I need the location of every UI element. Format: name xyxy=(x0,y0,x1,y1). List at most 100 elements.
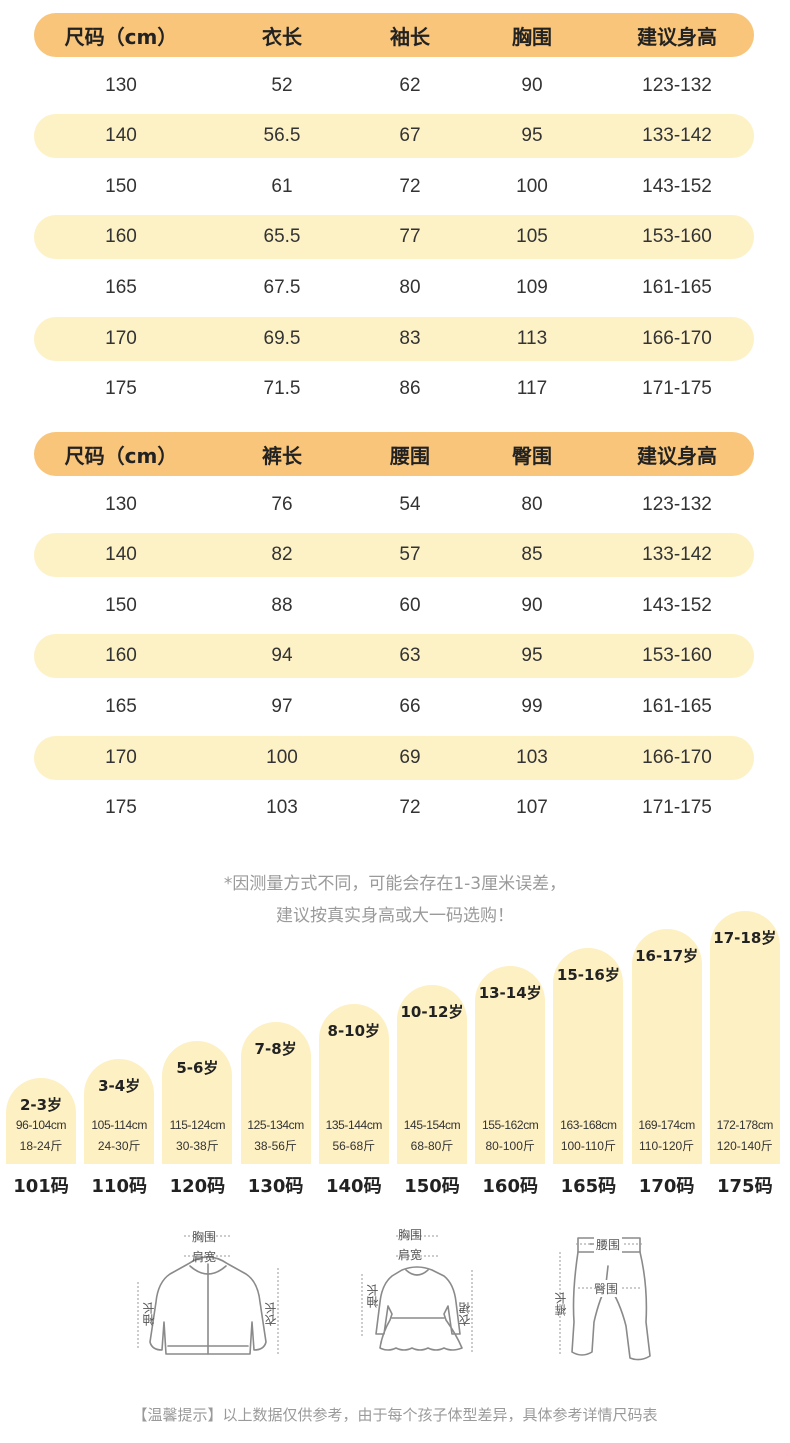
jacket-length-label: 衣长 xyxy=(264,1302,278,1326)
table-cell: 153-160 xyxy=(642,226,712,248)
jacket-icon xyxy=(137,1235,279,1355)
table-cell: 175 xyxy=(105,797,137,819)
table-cell: 153-160 xyxy=(642,645,712,667)
table-row: 175 103 72 107 171-175 xyxy=(34,786,754,830)
table-cell: 94 xyxy=(271,645,293,667)
table-cell: 95 xyxy=(521,645,543,667)
jacket-sleeve-label: 袖长 xyxy=(142,1302,156,1326)
height-range: 163-168cm xyxy=(560,1118,617,1132)
size-code: 175码 xyxy=(717,1176,773,1197)
table-row: 140 56.5 67 95 133-142 xyxy=(34,114,754,159)
age-label: 3-4岁 xyxy=(98,1077,141,1096)
note-line-2: 建议按真实身高或大一码选购！ xyxy=(276,906,514,926)
measurement-note: *因测量方式不同，可能会存在1-3厘米误差， 建议按真实身高或大一码选购！ xyxy=(0,868,790,932)
weight-range: 56-68斤 xyxy=(332,1139,376,1153)
table-cell: 99 xyxy=(521,695,543,717)
height-range: 155-162cm xyxy=(481,1118,539,1132)
table-cell: 123-132 xyxy=(642,74,712,96)
table-cell: 160 xyxy=(105,226,137,248)
weight-range: 68-80斤 xyxy=(410,1139,454,1153)
age-size-chart: 2-3岁 96-104cm 18-24斤 3-4岁 105-114cm 24-30斤 5-6… xyxy=(4,910,786,1164)
table-row: 175 71.5 86 117 171-175 xyxy=(34,367,754,411)
pants-waist-label: 腰围 xyxy=(594,1236,623,1253)
table-cell: 170 xyxy=(105,746,137,768)
age-label: 15-16岁 xyxy=(556,965,620,984)
note-line-1: *因测量方式不同，可能会存在1-3厘米误差， xyxy=(223,874,567,894)
table-cell: 165 xyxy=(105,276,137,298)
table-cell: 63 xyxy=(399,645,421,667)
size-code: 101码 xyxy=(13,1176,69,1197)
table-cell: 103 xyxy=(266,797,298,819)
table-cell: 107 xyxy=(516,797,548,819)
table-cell: 150 xyxy=(105,594,137,616)
pants-hip-label: 臀围 xyxy=(592,1280,621,1297)
dress-diagram: 胸围 肩宽 袖长 衣裙 xyxy=(352,1222,482,1372)
table-row: 140 82 57 85 133-142 xyxy=(34,533,754,578)
age-bar: 15-16岁 163-168cm 100-110斤 xyxy=(553,947,624,1164)
table-cell: 150 xyxy=(105,175,137,197)
table-cell: 123-132 xyxy=(642,493,712,515)
table-cell: 170 xyxy=(105,327,137,349)
height-range: 169-174cm xyxy=(638,1118,695,1132)
age-bar: 16-17岁 169-174cm 110-120斤 xyxy=(631,929,702,1164)
table-cell: 72 xyxy=(399,797,421,819)
table-row: 160 94 63 95 153-160 xyxy=(34,634,754,679)
table-cell: 67 xyxy=(399,125,421,147)
table-cell: 76 xyxy=(271,493,293,515)
weight-range: 110-120斤 xyxy=(639,1139,695,1153)
table-cell: 166-170 xyxy=(642,746,712,768)
header-chest: 胸围 xyxy=(512,24,552,49)
age-bar: 3-4岁 105-114cm 24-30斤 xyxy=(84,1059,155,1164)
pants-diagram: 腰围 臀围 裤长 xyxy=(544,1222,674,1372)
age-label: 13-14岁 xyxy=(478,984,542,1003)
table-row: 165 67.5 80 109 161-165 xyxy=(34,266,754,310)
table-row: 165 97 66 99 161-165 xyxy=(34,685,754,729)
header-length: 衣长 xyxy=(262,24,302,49)
age-label: 8-10岁 xyxy=(327,1021,381,1040)
weight-range: 38-56斤 xyxy=(254,1139,297,1153)
weight-range: 120-140斤 xyxy=(716,1139,773,1153)
table-cell: 90 xyxy=(521,594,543,616)
age-bar: 5-6岁 115-124cm 30-38斤 xyxy=(162,1040,233,1164)
top-size-table: 尺码（cm） 衣长 袖长 胸围 建议身高 130 52 62 90 123-132 140… xyxy=(34,13,754,411)
height-range: 145-154cm xyxy=(403,1118,461,1132)
table-cell: 88 xyxy=(271,594,293,616)
table-row: 150 61 72 100 143-152 xyxy=(34,165,754,209)
table-cell: 90 xyxy=(521,74,543,96)
header-waist: 腰围 xyxy=(390,443,430,468)
height-range: 135-144cm xyxy=(325,1118,383,1132)
table-cell: 143-152 xyxy=(642,175,712,197)
weight-range: 18-24斤 xyxy=(19,1139,63,1153)
jacket-chest-label: 胸围 xyxy=(192,1230,217,1244)
table-cell: 175 xyxy=(105,378,137,400)
table-cell: 61 xyxy=(271,175,293,197)
table-row: 150 88 60 90 143-152 xyxy=(34,584,754,628)
table-cell: 133-142 xyxy=(642,125,712,147)
footer-tip: 【温馨提示】以上数据仅供参考，由于每个孩子体型差异，具体参考详情尺码表 xyxy=(132,1406,658,1424)
table-cell: 82 xyxy=(271,544,293,566)
size-code-row: 101码 110码 120码 130码 140码 150码 160码 165码 170码 175码 xyxy=(4,1172,786,1198)
table-cell: 72 xyxy=(399,175,421,197)
table-row: 130 76 54 80 123-132 xyxy=(34,483,754,527)
table-cell: 171-175 xyxy=(642,378,712,400)
pants-length-label: 裤长 xyxy=(554,1292,568,1316)
height-range: 96-104cm xyxy=(15,1118,67,1132)
size-code: 160码 xyxy=(482,1176,538,1197)
weight-range: 100-110斤 xyxy=(560,1139,616,1153)
table-cell: 103 xyxy=(516,746,548,768)
size-code: 110码 xyxy=(91,1176,147,1197)
table-cell: 165 xyxy=(105,695,137,717)
age-label: 7-8岁 xyxy=(254,1040,297,1059)
table-cell: 100 xyxy=(516,175,548,197)
table-cell: 71.5 xyxy=(263,378,301,400)
age-bar: 7-8岁 125-134cm 38-56斤 xyxy=(240,1022,311,1164)
age-bar: 10-12岁 145-154cm 68-80斤 xyxy=(397,985,467,1164)
weight-range: 24-30斤 xyxy=(97,1139,141,1153)
dress-shoulder-label: 肩宽 xyxy=(398,1248,423,1262)
table-cell: 161-165 xyxy=(642,276,712,298)
jacket-diagram: 胸围 肩宽 袖长 衣长 xyxy=(128,1222,288,1372)
size-code: 150码 xyxy=(404,1176,460,1197)
height-range: 125-134cm xyxy=(247,1118,304,1132)
jacket-shoulder-label: 肩宽 xyxy=(192,1250,217,1264)
dress-length-label: 衣裙 xyxy=(458,1302,472,1326)
